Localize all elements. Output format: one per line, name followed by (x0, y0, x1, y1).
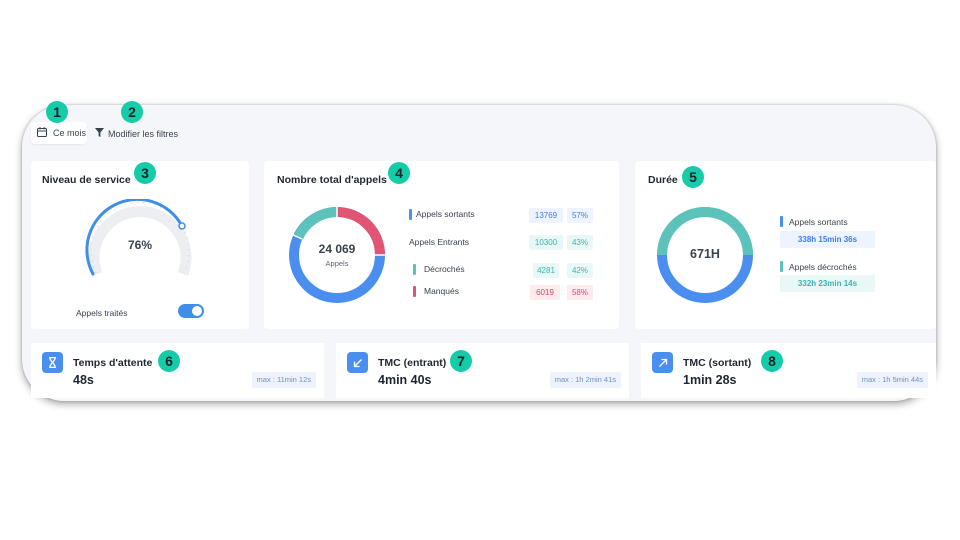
period-button[interactable]: Ce mois (31, 122, 87, 144)
duration-outgoing-value: 338h 15min 36s (780, 231, 875, 248)
tmc-incoming-title: TMC (entrant) (378, 357, 447, 369)
duration-answered-marker (780, 261, 783, 272)
service-level-title: Niveau de service (42, 174, 131, 186)
wait-time-value: 48s (73, 373, 94, 387)
outgoing-label: Appels sortants (416, 209, 475, 219)
service-level-gauge (85, 199, 192, 276)
hourglass-icon (42, 352, 63, 373)
annotation-badge-5: 5 (682, 166, 704, 188)
duration-title: Durée (648, 174, 678, 186)
arrow-down-left-icon (347, 352, 368, 373)
missed-pct: 58% (567, 285, 593, 300)
duration-outgoing-label: Appels sortants (789, 217, 848, 227)
handled-calls-toggle[interactable] (178, 304, 204, 318)
outgoing-legend-marker (409, 209, 412, 220)
wait-time-card: Temps d'attente 48s max : 11min 12s (31, 343, 324, 398)
annotation-badge-1: 1 (46, 101, 68, 123)
duration-outgoing-marker (780, 216, 783, 227)
edit-filters-label: Modifier les filtres (108, 128, 179, 139)
handled-calls-label: Appels traités (76, 308, 128, 318)
filter-icon (95, 128, 104, 139)
duration-donut (657, 207, 753, 303)
annotation-badge-8: 8 (761, 350, 783, 372)
calendar-icon (37, 127, 47, 139)
tmc-outgoing-value: 1min 28s (683, 373, 737, 387)
calls-total: 24 069 (318, 242, 356, 256)
answered-label: Décrochés (424, 264, 465, 274)
annotation-badge-3: 3 (134, 162, 156, 184)
missed-count: 6019 (530, 285, 560, 300)
tmc-incoming-max: max : 1h 2min 41s (549, 372, 621, 388)
duration-total: 671H (690, 247, 720, 261)
period-label: Ce mois (53, 128, 87, 138)
service-level-value: 76% (127, 238, 153, 252)
incoming-label: Appels Entrants (409, 237, 470, 247)
outgoing-pct: 57% (567, 208, 593, 223)
annotation-badge-7: 7 (450, 350, 472, 372)
duration-answered-label: Appels décrochés (789, 262, 857, 272)
answered-count: 4281 (533, 263, 559, 278)
annotation-badge-4: 4 (388, 162, 410, 184)
calls-donut (289, 206, 386, 303)
answered-legend-marker (413, 264, 416, 275)
tmc-incoming-card: TMC (entrant) 4min 40s max : 1h 2min 41s (336, 343, 629, 398)
incoming-pct: 43% (567, 235, 593, 250)
arrow-up-right-icon (652, 352, 673, 373)
annotation-badge-2: 2 (121, 101, 143, 123)
tmc-outgoing-max: max : 1h 5min 44s (856, 372, 928, 388)
service-level-card (31, 161, 249, 329)
incoming-count: 10300 (529, 235, 563, 250)
tmc-outgoing-title: TMC (sortant) (683, 357, 752, 369)
wait-time-max: max : 11min 12s (251, 372, 316, 388)
calls-total-label: Appels (325, 259, 349, 268)
answered-pct: 42% (567, 263, 593, 278)
missed-legend-marker (413, 286, 416, 297)
wait-time-title: Temps d'attente (73, 357, 153, 369)
duration-answered-value: 332h 23min 14s (780, 275, 875, 292)
edit-filters-button[interactable]: Modifier les filtres (95, 128, 178, 139)
total-calls-title: Nombre total d'appels (277, 174, 387, 186)
annotation-badge-6: 6 (158, 350, 180, 372)
missed-label: Manqués (424, 286, 459, 296)
outgoing-count: 13769 (529, 208, 563, 223)
tmc-incoming-value: 4min 40s (378, 373, 432, 387)
tmc-outgoing-card: TMC (sortant) 1min 28s max : 1h 5min 44s (641, 343, 936, 398)
